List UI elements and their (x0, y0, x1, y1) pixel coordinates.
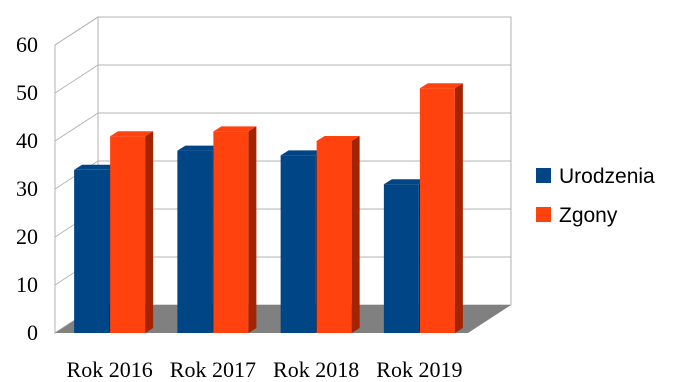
y-tick-label: 10 (16, 272, 38, 297)
x-tick-label: Rok 2018 (273, 357, 359, 382)
bars (74, 83, 463, 334)
bar-zgony-1-top (213, 126, 257, 132)
legend-label-urodzenia: Urodzenia (559, 165, 655, 188)
bar-urodzenia-2-top (280, 150, 324, 156)
y-tick-label: 50 (16, 80, 38, 105)
bar-urodzenia-3 (383, 184, 419, 333)
bar-urodzenia-3-top (383, 179, 427, 185)
bar-urodzenia-0 (74, 169, 110, 333)
gridline-side (54, 16, 99, 46)
gridline-side (54, 112, 99, 142)
bar-urodzenia-1-top (177, 145, 221, 151)
y-axis-ticks: 0 10 20 30 40 50 60 (16, 32, 38, 345)
bar-zgony-2-top (316, 136, 360, 141)
bar-zgony-2 (316, 141, 352, 333)
x-tick-label: Rok 2019 (376, 357, 462, 382)
y-tick-label: 20 (16, 224, 38, 249)
bar-zgony-3-top (419, 83, 463, 89)
bar-zgony-2-side (351, 136, 360, 333)
bar-zgony-1-side (248, 126, 257, 334)
bar-zgony-3-side (454, 83, 463, 333)
legend-swatch-zgony (536, 207, 551, 222)
x-axis-ticks: Rok 2016 Rok 2017 Rok 2018 Rok 2019 (67, 357, 463, 382)
bar-zgony-0-top (110, 131, 154, 137)
y-tick-label: 40 (16, 128, 38, 153)
x-tick-label: Rok 2017 (170, 357, 256, 382)
bar-zgony-0 (110, 136, 146, 333)
x-tick-label: Rok 2016 (67, 357, 153, 382)
y-tick-label: 30 (16, 176, 38, 201)
bar-urodzenia-2 (280, 155, 316, 333)
bar-zgony-3 (419, 88, 455, 333)
bar-urodzenia-0-top (74, 164, 118, 170)
legend-swatch-urodzenia (536, 168, 551, 183)
y-tick-label: 60 (16, 32, 38, 57)
legend: Urodzenia Zgony (536, 165, 655, 227)
gridline-side (54, 64, 99, 94)
bar-urodzenia-1 (177, 150, 213, 333)
y-tick-label: 0 (27, 320, 38, 345)
legend-label-zgony: Zgony (559, 204, 618, 227)
bar-zgony-0-side (145, 131, 154, 333)
bar-zgony-1 (213, 131, 249, 333)
